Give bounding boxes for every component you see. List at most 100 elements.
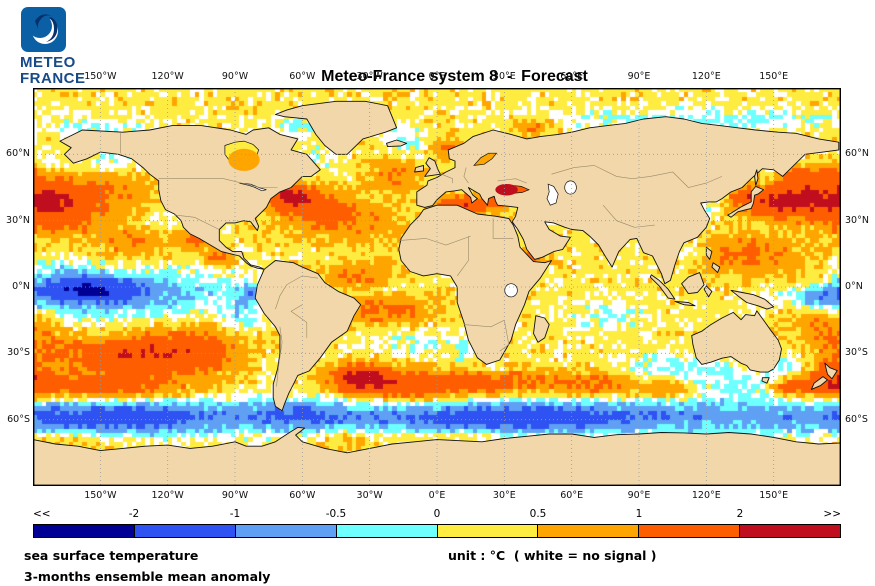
lat-tick-left: 30°S [7,347,30,359]
land-new-guinea [730,289,775,310]
lat-tick-right: 30°N [845,214,869,226]
lon-tick-bottom: 120°E [691,490,721,501]
land-madagascar [533,315,550,343]
colorbar-segment-3 [336,525,438,537]
land-eurasia [416,116,840,285]
lon-tick-top: 90°E [627,71,651,82]
lon-tick-top: 150°E [759,71,789,82]
country-border [551,165,633,179]
lon-tick-top: 90°W [221,71,249,82]
colorbar [33,524,841,538]
land-south-america [254,260,362,412]
lon-tick-bottom: 60°E [560,490,584,501]
lon-tick-top: 60°E [560,71,584,82]
colorbar-segment-1 [134,525,236,537]
country-border [632,171,723,188]
land-great-britain [424,157,441,177]
land-sakhalin [754,169,759,186]
land-java [674,300,696,307]
country-border [441,173,453,184]
caption-variable: sea surface temperature [24,548,199,563]
colorbar-segment-7 [740,525,840,537]
colorbar-label-0: 0 [433,508,441,520]
country-border [276,326,283,387]
colorbar-segment-4 [437,525,539,537]
water-great-lakes [239,182,267,192]
water-lake-victoria [504,283,518,298]
land-sulawesi [703,285,713,298]
colorbar-segment-2 [235,525,337,537]
country-border [492,218,514,239]
lon-tick-bottom: 150°E [759,490,789,501]
water-black-sea-red-patch [495,183,518,196]
country-border [602,205,655,228]
lon-tick-bottom: 60°W [289,490,316,501]
colorbar-segment-6 [639,525,741,537]
colorbar-label--2: -2 [128,508,140,520]
colorbar-segment-0 [34,525,135,537]
land-sumatra [649,274,676,300]
colorbar-segment-5 [538,525,640,537]
country-border [456,236,469,277]
country-border [497,178,527,184]
land-tasmania [761,377,770,384]
land-ireland [414,164,424,173]
water-aral-sea [564,180,577,195]
land-new-zealand-north [824,362,838,380]
title-line1: Meteo-France system 8 - Forecast [321,68,588,85]
land-iceland [386,139,408,148]
colorbar-label--1: -1 [229,508,241,520]
land-borneo [681,272,705,295]
land-japan [727,185,765,218]
lat-tick-right: 60°S [845,413,868,425]
lon-tick-bottom: 150°W [84,490,117,501]
water-hudson-bay-warm-patch [228,148,260,171]
country-border [158,178,278,188]
lon-tick-top: 30°E [492,71,516,82]
colorbar-label-<<: << [33,508,51,520]
map-overlay [33,88,841,486]
colorbar-label-1: 1 [635,508,643,520]
lon-tick-top: 30°W [356,71,383,82]
logo-text: METEO FRANCE [20,55,130,87]
water-caspian-sea [546,183,559,206]
logo-text-line2: FRANCE [20,70,86,87]
lon-tick-top: 150°W [84,71,117,82]
land-philippines-mindanao [711,262,721,274]
water-baltic-sea [473,152,498,166]
lat-tick-left: 60°S [7,413,30,425]
colorbar-label-2: 2 [736,508,744,520]
lat-tick-left: 60°N [6,148,30,160]
land-new-zealand-south [810,376,828,390]
meteo-france-logo: METEO FRANCE [20,7,130,87]
land-north-america [59,125,321,270]
lon-tick-bottom: 90°W [221,490,249,501]
lat-tick-right: 0°N [845,281,863,292]
country-border [398,235,471,246]
logo-text-line1: METEO [20,54,76,71]
colorbar-label--0.5: -0.5 [325,508,347,520]
lon-tick-top: 120°W [151,71,184,82]
lon-tick-bottom: 30°W [356,490,383,501]
country-border [174,214,220,230]
lat-tick-right: 30°S [845,347,868,359]
country-border [275,275,319,310]
lon-tick-bottom: 120°W [151,490,184,501]
lon-tick-top: 60°W [289,71,316,82]
country-border [463,167,469,184]
world-map [33,88,841,486]
lat-tick-right: 60°N [845,148,869,160]
lon-tick-top: 0°E [428,71,446,82]
lat-tick-left: 0°N [12,281,30,292]
country-border [290,304,308,338]
caption-statistic: 3-months ensemble mean anomaly [24,569,271,584]
land-philippines-luzon [705,246,713,260]
lat-tick-left: 30°N [6,214,30,226]
meteo-france-logo-icon [21,7,66,52]
map-border-frame [33,88,841,486]
land-australia [691,310,782,373]
caption-unit: unit : °C ( white = no signal ) [448,548,657,563]
lon-tick-top: 120°E [691,71,721,82]
colorbar-label-0.5: 0.5 [529,508,547,520]
